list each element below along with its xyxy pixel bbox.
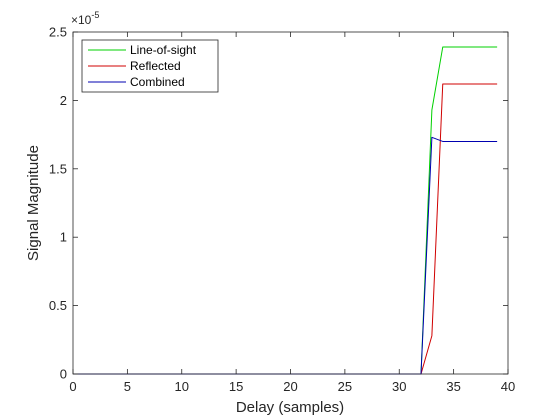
x-tick-label: 40 xyxy=(501,379,515,394)
x-tick-label: 30 xyxy=(392,379,406,394)
y-tick-label: 0 xyxy=(60,367,67,382)
x-tick-label: 0 xyxy=(69,379,76,394)
x-tick-label: 20 xyxy=(283,379,297,394)
legend: Line-of-sight Reflected Combined xyxy=(81,39,219,93)
legend-label-combined: Combined xyxy=(130,75,185,89)
tick-layer: 0 5 10 15 20 25 30 35 40 0 0.5 1 1.5 2 2.5 xyxy=(49,25,515,395)
legend-label-line-of-sight: Line-of-sight xyxy=(130,43,197,57)
x-tick-label: 25 xyxy=(338,379,352,394)
legend-label-reflected: Reflected xyxy=(130,59,181,73)
x-tick-label: 5 xyxy=(124,379,131,394)
y-tick-label: 1.5 xyxy=(49,161,67,176)
y-axis-label: Signal Magnitude xyxy=(25,145,42,261)
x-tick-label: 10 xyxy=(175,379,189,394)
y-tick-label: 1 xyxy=(60,230,67,245)
x-axis-label: Delay (samples) xyxy=(236,399,344,416)
y-tick-label: 2 xyxy=(60,93,67,108)
y-tick-label: 2.5 xyxy=(49,25,67,40)
y-multiplier: ×10-5 xyxy=(71,10,99,27)
x-tick-label: 35 xyxy=(446,379,460,394)
y-tick-label: 0.5 xyxy=(49,298,67,313)
y-multiplier-base: ×10 xyxy=(71,13,92,27)
x-tick-label: 15 xyxy=(229,379,243,394)
y-multiplier-exponent: -5 xyxy=(91,10,99,20)
